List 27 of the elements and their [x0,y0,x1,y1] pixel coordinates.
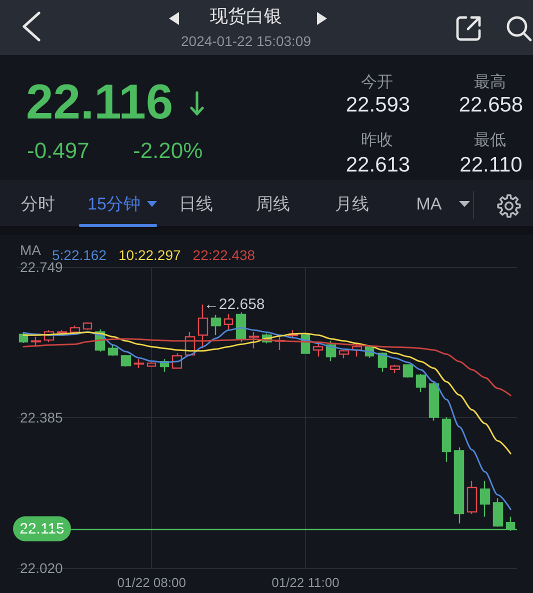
y-tick-label: 22.385 [20,409,64,426]
text: 最低 [474,132,506,149]
x-tick-label: 01/22 11:00 [272,575,340,590]
text: 月线 [335,194,369,214]
legend-title: MA [20,242,42,258]
text: MA [416,194,442,214]
text: 10:22.297 [118,247,181,263]
text: 周线 [256,194,290,214]
y-tick-label: 22.020 [20,560,64,576]
text: -0.497 [27,138,90,163]
text: 日线 [179,194,213,214]
text: 22.110 [460,154,522,176]
chart-subtitle: 2024-01-22 15:03:09 [181,33,311,49]
text: 15分钟 [88,194,140,214]
chart-title: 现货白银 [210,6,282,26]
text: 最高 [474,74,506,91]
annotation: ←22.658 [204,296,265,314]
text: 22.116 [26,76,174,130]
text: 分时 [21,194,55,214]
text: 昨收 [361,132,393,149]
text: 22.593 [346,94,410,116]
text: 22:22.438 [192,247,256,263]
text: 22.613 [346,154,410,176]
text: 22.658 [458,94,524,116]
x-tick-label: 01/22 08:00 [117,575,186,590]
text: -2.20% [133,138,203,163]
text: 今开 [361,74,393,91]
